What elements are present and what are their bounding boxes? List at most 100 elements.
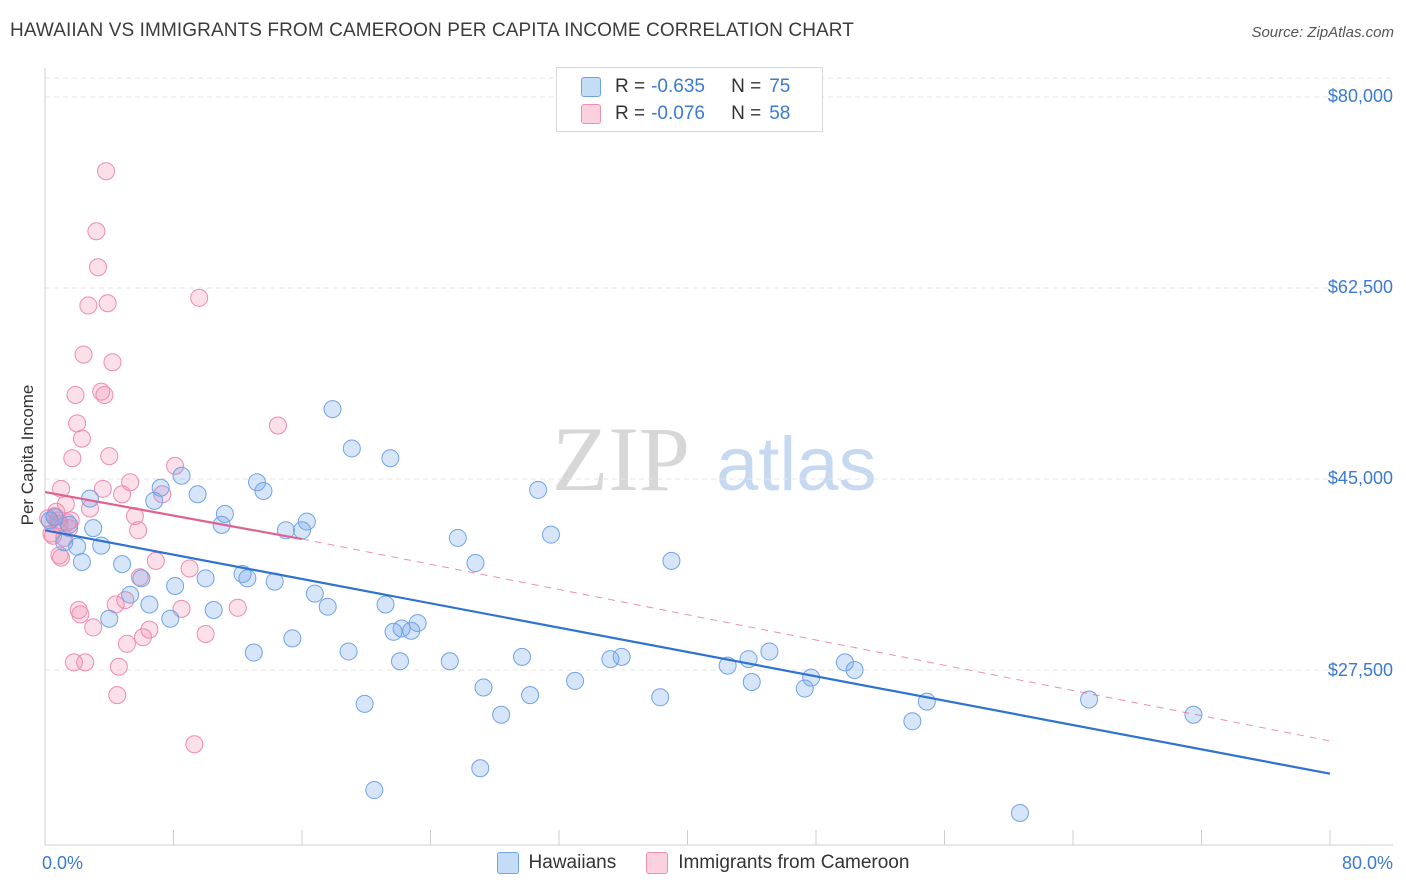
legend-swatch-cameroon <box>646 852 669 874</box>
hawaiians-point <box>402 621 421 640</box>
hawaiians-point <box>566 671 585 690</box>
cameroon-point <box>103 353 122 372</box>
cameroon-point <box>89 258 108 277</box>
cameroon-point <box>97 162 116 181</box>
hawaiians-point <box>166 576 185 595</box>
cameroon-point <box>87 222 106 241</box>
hawaiians-point <box>513 647 532 666</box>
legend-label-hawaiians: Hawaiians <box>528 852 617 873</box>
hawaiians-point <box>601 650 620 669</box>
hawaiians-point <box>845 661 864 679</box>
cameroon-point <box>117 634 136 653</box>
hawaiians-point <box>100 609 119 628</box>
hawaiians-point <box>196 569 215 588</box>
hawaiians-point <box>1080 690 1099 709</box>
source-label: Source: ZipAtlas.com <box>1251 24 1394 41</box>
cameroon-point <box>185 735 204 754</box>
hawaiians-point <box>151 478 170 497</box>
cameroon-point <box>180 559 199 578</box>
hawaiians-point <box>172 466 191 485</box>
y-axis-label: Per Capita Income <box>18 384 37 526</box>
hawaiians-point <box>466 554 485 573</box>
hawaiians-point <box>381 449 400 468</box>
hawaiians-point <box>254 482 273 501</box>
hawaiians-point <box>283 629 302 648</box>
cameroon-point <box>116 591 135 610</box>
cameroon-point <box>63 449 82 468</box>
hawaiians-points <box>40 400 1203 822</box>
hawaiians-point <box>365 781 384 800</box>
y-tick-label: $45,000 <box>1327 468 1393 488</box>
trend-lines <box>44 491 1331 775</box>
legend-row-cameroon: R = -0.076 N = 58 <box>581 102 790 126</box>
hawaiians-point <box>323 400 342 419</box>
cameroon-point <box>66 385 85 404</box>
hawaiians-point <box>215 504 234 523</box>
legend-r-label: R = <box>615 103 646 124</box>
y-tick-label: $80,000 <box>1327 86 1393 106</box>
cameroon-point <box>95 385 114 404</box>
hawaiians-point <box>305 584 324 603</box>
hawaiians-point <box>72 552 91 571</box>
hawaiians-point <box>612 647 631 666</box>
axes <box>44 68 1393 846</box>
series-legend: Hawaiians Immigrants from Cameroon <box>0 852 1406 874</box>
hawaiians-point <box>318 597 337 616</box>
legend-r-label: R = <box>615 76 646 97</box>
cameroon-point <box>129 521 148 540</box>
cameroon-point <box>190 288 209 307</box>
hawaiians-point <box>1010 803 1029 822</box>
hawaiians-point <box>60 515 79 534</box>
cameroon-point <box>166 456 185 475</box>
cameroon-point <box>228 598 247 617</box>
hawaiians-point <box>521 686 540 705</box>
legend-item-hawaiians: Hawaiians <box>496 852 617 874</box>
cameroon-point <box>93 479 112 498</box>
hawaiians-point <box>121 585 140 604</box>
hawaiians-point <box>474 678 493 697</box>
y-tick-label: $27,500 <box>1327 660 1393 680</box>
hawaiians-trend-line <box>44 529 1331 775</box>
hawaiians-point <box>145 491 164 510</box>
legend-n-value: 58 <box>769 103 791 124</box>
hawaiians-point <box>376 595 395 614</box>
cameroon-point <box>196 624 215 643</box>
cameroon-points <box>39 162 287 754</box>
cameroon-point <box>68 414 87 433</box>
hawaiians-point <box>440 652 459 671</box>
correlation-legend: R = -0.635 N = 75 R = -0.076 N = 58 <box>556 67 823 132</box>
hawaiians-point <box>662 551 681 570</box>
hawaiians-point <box>140 595 159 614</box>
y-tick-label: $62,500 <box>1327 277 1393 297</box>
hawaiians-point <box>408 614 427 633</box>
hawaiians-point <box>492 705 511 724</box>
legend-n-value: 75 <box>769 76 791 97</box>
hawaiians-point <box>204 600 223 619</box>
cameroon-point <box>121 473 140 492</box>
legend-r-value: -0.076 <box>651 103 705 124</box>
legend-row-hawaiians: R = -0.635 N = 75 <box>581 75 790 99</box>
legend-n-label: N = <box>731 76 762 97</box>
x-tick-min: 0.0% <box>42 853 84 873</box>
hawaiians-point <box>342 439 361 458</box>
hawaiians-point <box>760 642 779 661</box>
hawaiians-point <box>1184 705 1203 724</box>
legend-swatch-hawaiians <box>581 77 601 97</box>
hawaiians-point <box>651 688 670 707</box>
cameroon-trend-line <box>44 491 303 541</box>
cameroon-point <box>108 686 127 705</box>
legend-item-cameroon: Immigrants from Cameroon <box>646 852 909 874</box>
hawaiians-point <box>161 609 180 628</box>
legend-r-value: -0.635 <box>651 76 705 97</box>
hawaiians-point <box>297 512 316 531</box>
hawaiians-point <box>355 694 374 713</box>
hawaiians-point <box>448 528 467 547</box>
hawaiians-point <box>471 759 490 778</box>
legend-swatch-hawaiians <box>496 852 519 874</box>
hawaiians-point <box>390 652 409 671</box>
hawaiians-point <box>835 653 854 672</box>
cameroon-point <box>98 294 117 313</box>
cameroon-point <box>71 605 90 624</box>
legend-n-label: N = <box>731 103 762 124</box>
